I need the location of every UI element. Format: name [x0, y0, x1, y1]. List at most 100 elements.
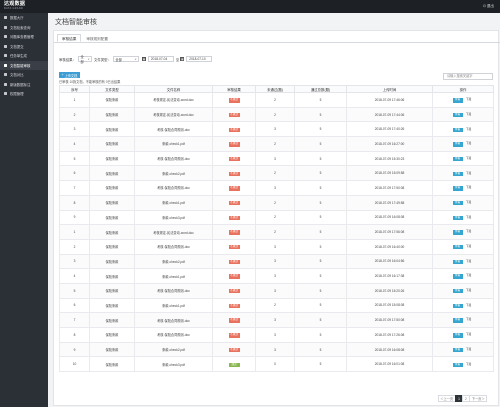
upload-time: 2018-07-09 17:50:08: [346, 180, 433, 196]
status-badge: 不通过: [228, 259, 240, 265]
actions-cell: 查看 下载: [432, 341, 494, 358]
download-button[interactable]: 下载: [465, 245, 472, 249]
exit-label: 退出: [486, 4, 494, 8]
view-button[interactable]: 查看: [452, 186, 463, 191]
page-2-button[interactable]: 2: [462, 395, 470, 402]
sidebar-item-permissions[interactable]: 权限管理: [0, 89, 48, 99]
logo-subtitle: DATA GRAND: [4, 7, 24, 10]
file-type: 保险条款: [89, 356, 135, 373]
sidebar-item-annotation[interactable]: 新版数据标注: [0, 80, 48, 90]
tab-review-rules[interactable]: 审核规则配置: [86, 37, 108, 41]
file-name: 考核规定-民法变动-word.doc: [134, 106, 213, 123]
failed-count: 2: [255, 136, 295, 152]
passed-count: 5: [294, 150, 347, 167]
view-button[interactable]: 查看: [452, 112, 463, 118]
view-button[interactable]: 查看: [452, 274, 463, 279]
passed-count: 5: [294, 356, 347, 373]
actions-cell: 查看 下载: [432, 224, 494, 240]
top-bar: 达观数据 DATA GRAND ⏻退出: [0, 0, 500, 13]
page-1-button[interactable]: 1: [455, 395, 463, 402]
failed-count: 2: [255, 297, 295, 314]
file-type: 保险条款: [89, 297, 135, 314]
sidebar-item-doc-compare[interactable]: 文档对比: [0, 70, 48, 80]
type-filter-select[interactable]: 全部 ▾: [112, 56, 139, 62]
sidebar-item-question-bank[interactable]: 问题库查看管理: [0, 32, 48, 42]
upload-document-button[interactable]: + 上传文档: [59, 72, 80, 78]
download-button[interactable]: 下载: [465, 98, 472, 102]
view-button[interactable]: 查看: [452, 98, 463, 103]
result-filter-select[interactable]: 全部 ▾: [77, 55, 92, 64]
failed-count: 3: [255, 150, 295, 167]
next-page-button[interactable]: 下一页＞: [469, 395, 488, 402]
view-button[interactable]: 查看: [452, 289, 463, 294]
download-button[interactable]: 下载: [465, 186, 472, 190]
status-badge: 不通过: [228, 303, 240, 309]
sidebar-item-task-generate[interactable]: 任务单生成: [0, 51, 48, 61]
review-icon: [4, 63, 7, 67]
download-button[interactable]: 下载: [465, 127, 472, 131]
prev-page-button[interactable]: ＜上一页: [437, 395, 456, 402]
view-button[interactable]: 查看: [452, 215, 463, 221]
download-button[interactable]: 下载: [465, 230, 472, 234]
column-header: 文件类型: [89, 85, 135, 93]
view-button[interactable]: 查看: [452, 156, 463, 162]
sidebar-item-data-hall[interactable]: 数据大厅: [0, 13, 48, 23]
actions-cell: 查看 下载: [432, 209, 494, 226]
download-button[interactable]: 下载: [465, 333, 472, 337]
download-button[interactable]: 下载: [465, 156, 472, 160]
table-row: 3 保险条款 考核-保险合同规则-doc 不通过 3 5 2018-07-09 17:40:…: [59, 121, 494, 138]
actions-cell: 查看 下载: [432, 194, 494, 211]
exit-link[interactable]: ⏻退出: [483, 4, 494, 9]
view-button[interactable]: 查看: [452, 142, 463, 147]
download-button[interactable]: 下载: [465, 362, 472, 366]
search-input[interactable]: [443, 73, 493, 80]
download-button[interactable]: 下载: [465, 200, 472, 204]
file-name: 考核-保险合同规则-doc: [134, 150, 213, 167]
results-table: 序号 文件类型 文件名称 审核结果 未通过(题) 通过总数(题) 上传时间 操作…: [59, 85, 494, 373]
status-badge: 不通过: [228, 274, 240, 279]
passed-count: 5: [294, 327, 347, 343]
view-button[interactable]: 查看: [452, 259, 463, 265]
view-button[interactable]: 查看: [452, 333, 463, 338]
tab-review-results[interactable]: 审核结果: [57, 34, 82, 42]
download-button[interactable]: 下载: [465, 318, 472, 322]
sidebar-item-label: 文档检索查询: [10, 25, 31, 30]
sidebar-item-doc-search[interactable]: 文档检索查询: [0, 23, 48, 33]
view-button[interactable]: 查看: [452, 303, 463, 309]
download-button[interactable]: 下载: [465, 289, 472, 293]
file-name: 条款-check3.pdf: [134, 209, 213, 226]
download-button[interactable]: 下载: [465, 112, 472, 116]
passed-count: 5: [294, 92, 347, 108]
view-button[interactable]: 查看: [452, 127, 463, 132]
view-button[interactable]: 查看: [452, 347, 463, 353]
review-result-cell: 不通过: [212, 209, 256, 226]
table-row: 9 保险条款 条款-check2.pdf 不通过 3 5 2018-07-09 16:08:…: [59, 341, 494, 358]
download-button[interactable]: 下载: [465, 259, 472, 263]
status-badge: 不通过: [228, 289, 240, 294]
sidebar-item-label: 数据大厅: [10, 16, 24, 21]
download-button[interactable]: 下载: [465, 171, 472, 175]
table-row: 5 保险条款 考核-保险合同规则-doc 不通过 3 5 2018-07-09 15:30:…: [59, 150, 494, 167]
row-number: 3: [59, 253, 90, 270]
failed-count: 2: [255, 106, 295, 123]
download-button[interactable]: 下载: [465, 215, 472, 219]
download-button[interactable]: 下载: [465, 303, 472, 307]
sidebar-item-doc-submit[interactable]: 文档提交: [0, 42, 48, 52]
view-button[interactable]: 查看: [452, 200, 463, 206]
download-button[interactable]: 下载: [465, 347, 472, 351]
upload-time: 2018-07-09 15:08:08: [346, 297, 433, 314]
start-date-input[interactable]: 2018-07-04: [147, 56, 174, 62]
passed-count: 5: [294, 121, 347, 138]
calendar-icon[interactable]: ▦: [180, 57, 185, 61]
view-button[interactable]: 查看: [452, 362, 463, 367]
download-button[interactable]: 下载: [465, 142, 472, 146]
view-button[interactable]: 查看: [452, 171, 463, 176]
view-button[interactable]: 查看: [452, 245, 463, 250]
calendar-icon[interactable]: ▦: [141, 57, 146, 61]
view-button[interactable]: 查看: [452, 318, 463, 323]
review-result-cell: 不通过: [212, 106, 256, 123]
sidebar-item-doc-review[interactable]: 文档智能审核: [0, 60, 48, 70]
view-button[interactable]: 查看: [452, 230, 463, 235]
download-button[interactable]: 下载: [465, 274, 472, 278]
end-date-input[interactable]: 2018-07-10: [186, 56, 213, 62]
